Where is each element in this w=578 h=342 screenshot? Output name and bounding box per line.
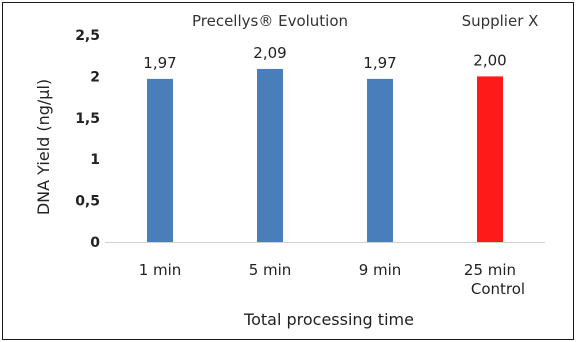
data-labels: 1,97 2,09 1,97 2,00: [143, 44, 506, 72]
data-label: 1,97: [363, 54, 396, 72]
y-tick-label: 2,5: [75, 28, 100, 44]
group-label-supplier: Supplier X: [462, 12, 539, 30]
y-tick-label: 1: [90, 152, 100, 168]
y-tick-label: 2: [90, 69, 100, 85]
data-label: 1,97: [143, 54, 176, 72]
y-axis-title: DNA Yield (ng/µl): [34, 79, 53, 215]
x-tick-label: 1 min: [139, 261, 182, 279]
x-tick-label: 25 min: [464, 261, 516, 279]
x-tick-label: 5 min: [249, 261, 292, 279]
y-tick-label: 0,5: [75, 194, 100, 210]
bar: [367, 78, 393, 242]
data-label: 2,09: [253, 44, 286, 62]
y-tick-label: 1,5: [75, 111, 100, 127]
y-tick-label: 0: [90, 235, 100, 251]
bar: [477, 76, 503, 243]
bar: [257, 68, 283, 242]
data-label: 2,00: [473, 51, 506, 69]
x-axis-title: Total processing time: [243, 310, 414, 329]
y-axis-ticks: 0 0,5 1 1,5 2 2,5: [75, 28, 100, 251]
x-tick-sublabel: Control: [471, 280, 525, 298]
bar: [147, 78, 173, 242]
group-label-precellys: Precellys® Evolution: [192, 12, 348, 30]
bars: [147, 68, 503, 243]
x-tick-label: 9 min: [359, 261, 402, 279]
